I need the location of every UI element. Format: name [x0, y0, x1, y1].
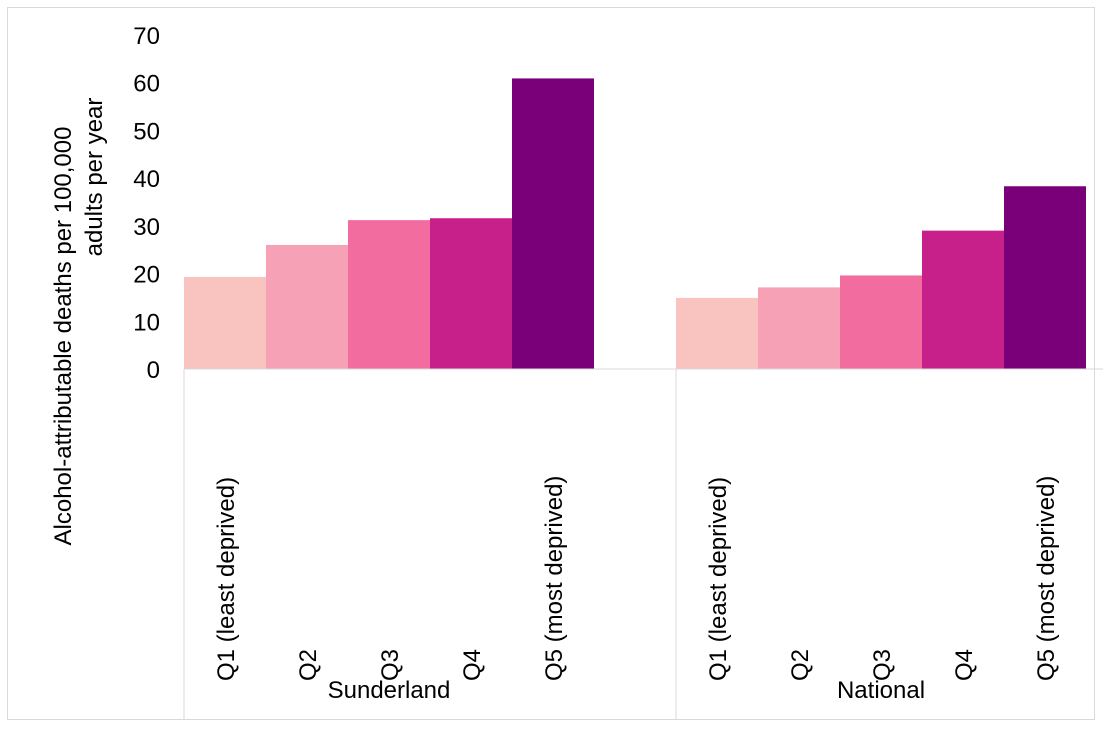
y-tick-label: 70: [133, 23, 160, 50]
x-tick-label: Q5 (most deprived): [1033, 476, 1060, 681]
group-label: National: [837, 677, 925, 704]
bar: [184, 276, 266, 369]
bar: [922, 230, 1004, 369]
x-tick-label: Q1 (least deprived): [213, 477, 240, 681]
y-tick-label: 50: [133, 118, 160, 145]
bar: [758, 287, 840, 369]
group-label: Sunderland: [328, 677, 451, 704]
chart-border: [7, 7, 1095, 720]
x-tick-label: Q4: [951, 649, 978, 681]
bar: [430, 218, 512, 369]
bar: [676, 297, 758, 369]
y-tick-label: 30: [133, 214, 160, 241]
x-tick-label: Q2: [295, 649, 322, 681]
x-tick-label: Q5 (most deprived): [541, 476, 568, 681]
y-tick-label: 40: [133, 166, 160, 193]
x-tick-label: Q1 (least deprived): [705, 477, 732, 681]
y-axis-title-line-1: Alcohol-attributable deaths per 100,000: [50, 127, 77, 546]
y-axis-ticks: 0 10 20 30 40 50 60 70: [133, 23, 160, 384]
bars: [184, 78, 1086, 370]
x-tick-label: Q2: [787, 649, 814, 681]
x-axis: Q1 (least deprived) Q2 Q3 Q4 Q5 (most depriv…: [183, 368, 1103, 719]
bar: [512, 78, 594, 370]
bar: [348, 220, 430, 369]
x-tick-label: Q3: [869, 649, 896, 681]
x-tick-label: Q3: [377, 649, 404, 681]
bar: [266, 244, 348, 369]
y-tick-label: 60: [133, 71, 160, 98]
bar: [1004, 186, 1086, 369]
y-tick-label: 20: [133, 262, 160, 289]
y-axis-title-line-2: adults per year: [81, 98, 108, 257]
x-tick-label: Q4: [459, 649, 486, 681]
bar: [840, 275, 922, 369]
y-tick-label: 0: [147, 357, 160, 384]
y-tick-label: 10: [133, 309, 160, 336]
